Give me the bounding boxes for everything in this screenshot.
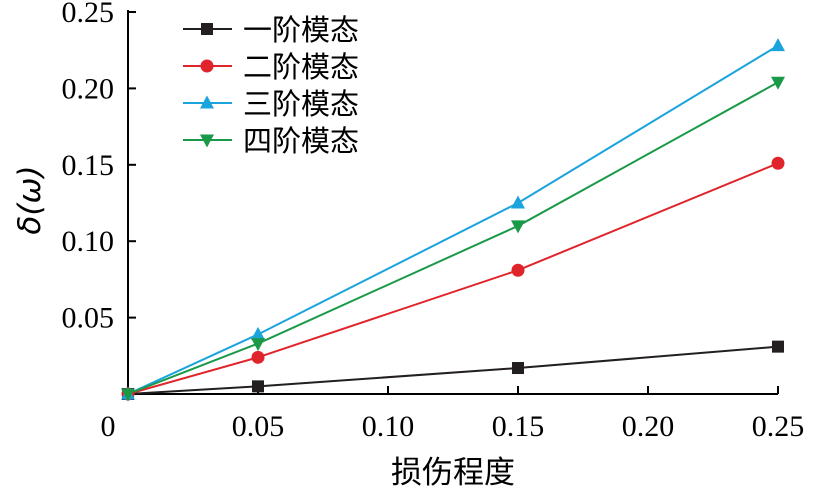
triangle-up-marker bbox=[200, 95, 214, 109]
series-line-2 bbox=[127, 162, 779, 395]
y-tick-label: 0.20 bbox=[62, 72, 115, 105]
x-tick-label: 0.25 bbox=[752, 410, 805, 443]
series-line-3 bbox=[127, 44, 779, 395]
y-ticks: 0.05 0.10 0.15 0.20 0.25 bbox=[62, 0, 136, 335]
legend-label: 四阶模态 bbox=[243, 124, 359, 158]
triangle-down-marker bbox=[771, 76, 785, 90]
y-tick-label: 0.15 bbox=[62, 149, 115, 182]
series-line-1 bbox=[127, 345, 779, 395]
y-tick-label: 0.10 bbox=[62, 225, 115, 258]
series-lines bbox=[127, 44, 779, 395]
square-marker bbox=[252, 380, 264, 393]
circle-marker bbox=[771, 156, 785, 170]
triangle-down-marker bbox=[251, 338, 265, 352]
x-tick-label: 0 bbox=[101, 410, 116, 443]
legend-label: 一阶模态 bbox=[243, 13, 359, 47]
legend-label: 三阶模态 bbox=[243, 87, 359, 121]
series-markers bbox=[121, 38, 785, 402]
triangle-down-marker bbox=[121, 388, 135, 402]
triangle-up-marker bbox=[251, 326, 265, 340]
x-ticks: 0 0.05 0.10 0.15 0.20 0.25 bbox=[101, 386, 805, 443]
x-tick-label: 0.05 bbox=[232, 410, 285, 443]
circle-marker bbox=[511, 263, 525, 277]
triangle-up-marker bbox=[511, 195, 525, 209]
y-tick-label: 0.25 bbox=[62, 0, 115, 29]
y-axis-title: δ(ω) bbox=[12, 165, 48, 234]
legend-label: 二阶模态 bbox=[243, 50, 359, 84]
triangle-down-marker bbox=[511, 220, 525, 234]
circle-marker bbox=[251, 350, 265, 364]
triangle-down-marker bbox=[200, 134, 214, 148]
x-axis-title: 损伤程度 bbox=[391, 455, 515, 491]
x-tick-label: 0.10 bbox=[362, 410, 415, 443]
y-tick-label: 0.05 bbox=[62, 302, 115, 335]
square-marker bbox=[512, 362, 524, 375]
square-marker bbox=[201, 23, 213, 35]
axes bbox=[127, 10, 778, 395]
triangle-up-marker bbox=[771, 38, 785, 52]
circle-marker bbox=[200, 59, 214, 73]
x-tick-label: 0.20 bbox=[622, 410, 675, 443]
x-tick-label: 0.15 bbox=[492, 410, 545, 443]
square-marker bbox=[772, 340, 784, 353]
series-line-4 bbox=[127, 81, 779, 395]
